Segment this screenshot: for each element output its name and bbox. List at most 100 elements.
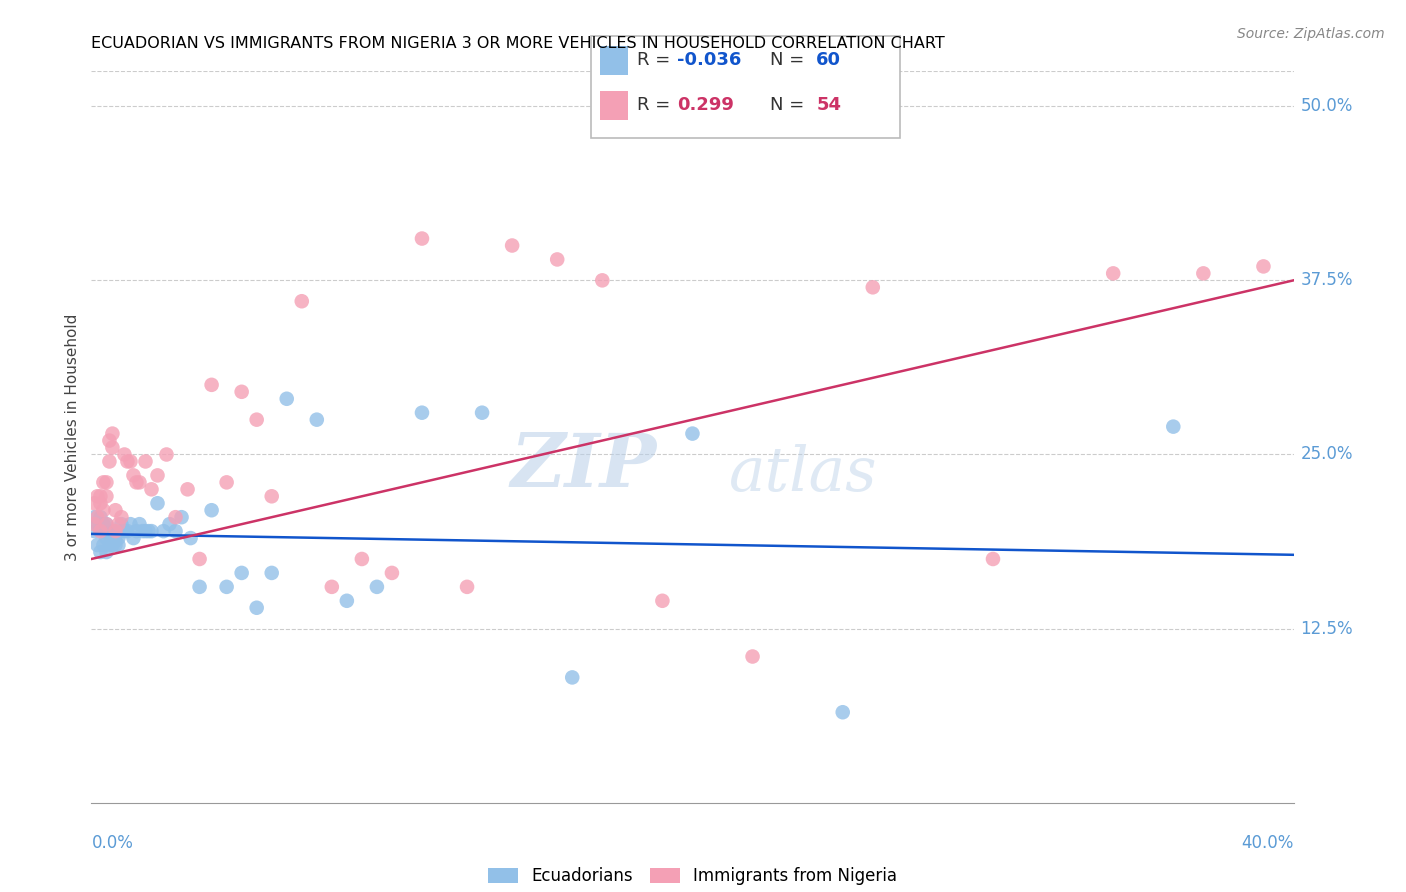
Text: 50.0%: 50.0% <box>1301 97 1353 115</box>
Point <box>83 524 105 538</box>
Point <box>98 524 121 538</box>
Point <box>114 524 136 538</box>
Legend: Ecuadorians, Immigrants from Nigeria: Ecuadorians, Immigrants from Nigeria <box>479 858 905 892</box>
Point <box>741 649 763 664</box>
Point <box>83 517 105 532</box>
Text: atlas: atlas <box>728 443 877 504</box>
Text: -0.036: -0.036 <box>678 52 741 70</box>
Point <box>104 524 127 538</box>
Point <box>98 434 121 448</box>
Point <box>350 552 373 566</box>
Point <box>93 517 115 532</box>
Point <box>381 566 404 580</box>
Point <box>471 406 494 420</box>
Point <box>1192 266 1215 280</box>
Point <box>89 510 111 524</box>
Point <box>120 454 142 468</box>
Point <box>188 552 211 566</box>
Text: 12.5%: 12.5% <box>1301 620 1353 638</box>
Point <box>231 384 253 399</box>
Point <box>1253 260 1275 274</box>
Point <box>591 273 613 287</box>
Point <box>180 531 202 545</box>
Point <box>117 454 139 468</box>
Point <box>165 510 187 524</box>
Text: Source: ZipAtlas.com: Source: ZipAtlas.com <box>1237 27 1385 41</box>
Point <box>107 531 129 545</box>
Point <box>89 524 111 538</box>
Point <box>125 475 148 490</box>
Point <box>101 538 124 552</box>
Point <box>96 531 118 545</box>
Point <box>215 580 238 594</box>
Point <box>122 531 145 545</box>
Text: 0.299: 0.299 <box>678 96 734 114</box>
Point <box>96 475 118 490</box>
Text: N =: N = <box>770 52 810 70</box>
Point <box>276 392 298 406</box>
Point <box>96 517 118 532</box>
Point <box>501 238 523 252</box>
Point <box>366 580 388 594</box>
Point <box>134 524 156 538</box>
Point <box>101 524 124 538</box>
Point <box>93 538 115 552</box>
Point <box>89 496 111 510</box>
Point <box>321 580 343 594</box>
Point <box>215 475 238 490</box>
Point <box>141 483 163 497</box>
Point <box>246 600 269 615</box>
Point <box>260 489 283 503</box>
Point <box>170 510 193 524</box>
Point <box>188 580 211 594</box>
Point <box>291 294 314 309</box>
Point <box>104 533 127 548</box>
Point <box>104 528 127 542</box>
Point <box>104 538 127 552</box>
Text: ZIP: ZIP <box>510 430 657 502</box>
Point <box>125 524 148 538</box>
Point <box>96 489 118 503</box>
Text: 54: 54 <box>817 96 841 114</box>
Point <box>155 448 177 462</box>
Text: N =: N = <box>770 96 810 114</box>
Point <box>107 517 129 532</box>
Point <box>93 475 115 490</box>
Text: 60: 60 <box>817 52 841 70</box>
Point <box>101 441 124 455</box>
Point <box>117 524 139 538</box>
Point <box>104 503 127 517</box>
Point <box>681 426 703 441</box>
Point <box>107 538 129 552</box>
Point <box>201 377 224 392</box>
Point <box>411 406 433 420</box>
Point <box>122 468 145 483</box>
Point <box>86 517 108 532</box>
Point <box>98 538 121 552</box>
Point <box>93 524 115 538</box>
Point <box>201 503 224 517</box>
Bar <box>600 91 627 120</box>
Point <box>176 483 198 497</box>
Point <box>86 538 108 552</box>
Point <box>96 517 118 532</box>
Point <box>336 594 359 608</box>
Point <box>134 454 156 468</box>
Bar <box>600 45 627 75</box>
Point <box>89 524 111 538</box>
Point <box>98 454 121 468</box>
Point <box>165 524 187 538</box>
Point <box>128 517 150 532</box>
Point <box>981 552 1004 566</box>
Point <box>1102 266 1125 280</box>
Point <box>110 510 132 524</box>
Point <box>86 489 108 503</box>
Point <box>86 510 108 524</box>
Point <box>651 594 673 608</box>
Text: 40.0%: 40.0% <box>1241 834 1294 852</box>
Text: 0.0%: 0.0% <box>91 834 134 852</box>
Point <box>128 475 150 490</box>
Point <box>93 503 115 517</box>
Y-axis label: 3 or more Vehicles in Household: 3 or more Vehicles in Household <box>65 313 80 561</box>
Text: R =: R = <box>637 96 682 114</box>
